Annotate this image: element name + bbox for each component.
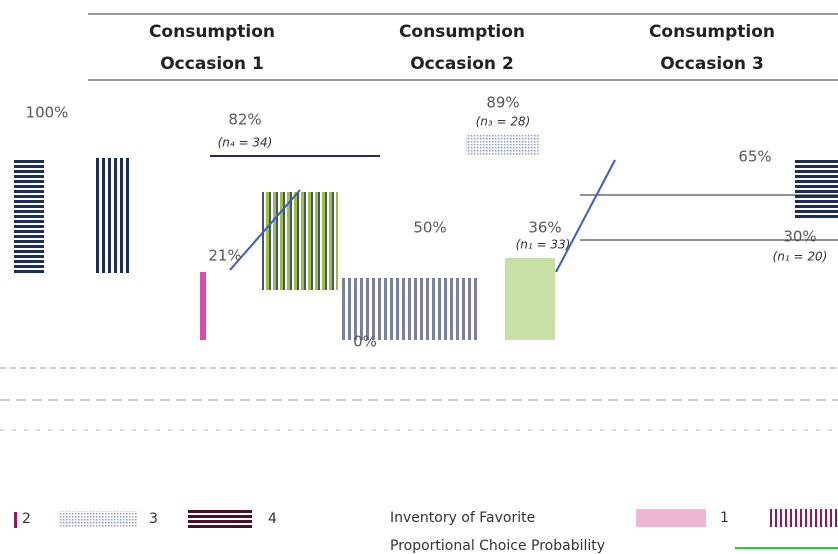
legend-label: Inventory of Favorite xyxy=(390,510,535,526)
column-header: Occasion 2 xyxy=(410,54,514,74)
percent-label: 36% xyxy=(528,219,561,237)
percent-label: 89% xyxy=(486,94,519,112)
column-header: Occasion 3 xyxy=(660,54,764,74)
percent-label: 100% xyxy=(26,104,69,122)
sample-size: (n₁ = 33) xyxy=(516,238,571,252)
column-header: Occasion 1 xyxy=(160,54,264,74)
legend-label: 4 xyxy=(268,511,277,527)
chart: Consumption Occasion 1 Consumption Occasion… xyxy=(0,0,838,554)
sample-size: (n₁ = 20) xyxy=(773,250,828,264)
percent-label: 0% xyxy=(353,333,377,351)
percent-label: 82% xyxy=(228,111,261,129)
column-header: Consumption xyxy=(149,22,275,42)
sample-size: (n₄ = 34) xyxy=(218,136,273,150)
percent-label: 65% xyxy=(738,148,771,166)
sample-size: (n₃ = 28) xyxy=(476,115,531,129)
column-header: Consumption xyxy=(399,22,525,42)
legend-label: Proportional Choice Probability xyxy=(390,538,605,554)
percent-label: 30% xyxy=(783,228,816,246)
legend-label: 1 xyxy=(720,510,729,526)
legend-label: 3 xyxy=(149,511,158,527)
decorations xyxy=(0,14,838,548)
percent-label: 21% xyxy=(208,247,241,265)
percent-label: 50% xyxy=(413,219,446,237)
column-header: Consumption xyxy=(649,22,775,42)
legend-label: 2 xyxy=(22,511,31,527)
